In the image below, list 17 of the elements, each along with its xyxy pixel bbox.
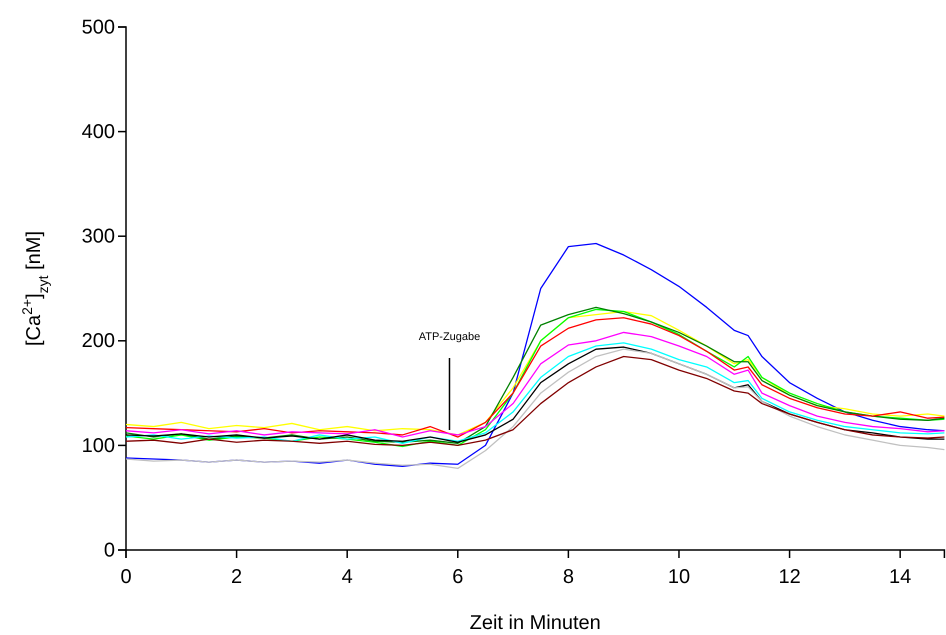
x-tick-label: 4 <box>342 566 353 588</box>
x-tick-label: 14 <box>889 566 912 588</box>
y-tick-label: 300 <box>82 226 115 248</box>
y-tick-label: 400 <box>82 121 115 143</box>
y-tick-label: 200 <box>82 330 115 352</box>
x-axis-title: Zeit in Minuten <box>470 612 601 634</box>
x-tick-label: 6 <box>452 566 464 588</box>
line-series <box>125 348 946 470</box>
x-tick-label: 10 <box>668 566 690 588</box>
x-tick-label: 2 <box>231 566 242 588</box>
y-tick-label: 0 <box>104 539 115 562</box>
y-tick-label: 500 <box>82 16 115 38</box>
x-tick-label: 0 <box>120 566 132 588</box>
y-tick-label: 100 <box>82 434 115 457</box>
x-tick-label: 12 <box>778 566 801 588</box>
x-tick-label: 8 <box>562 566 574 588</box>
ref-line-label: ATP-Zugabe <box>418 331 480 343</box>
